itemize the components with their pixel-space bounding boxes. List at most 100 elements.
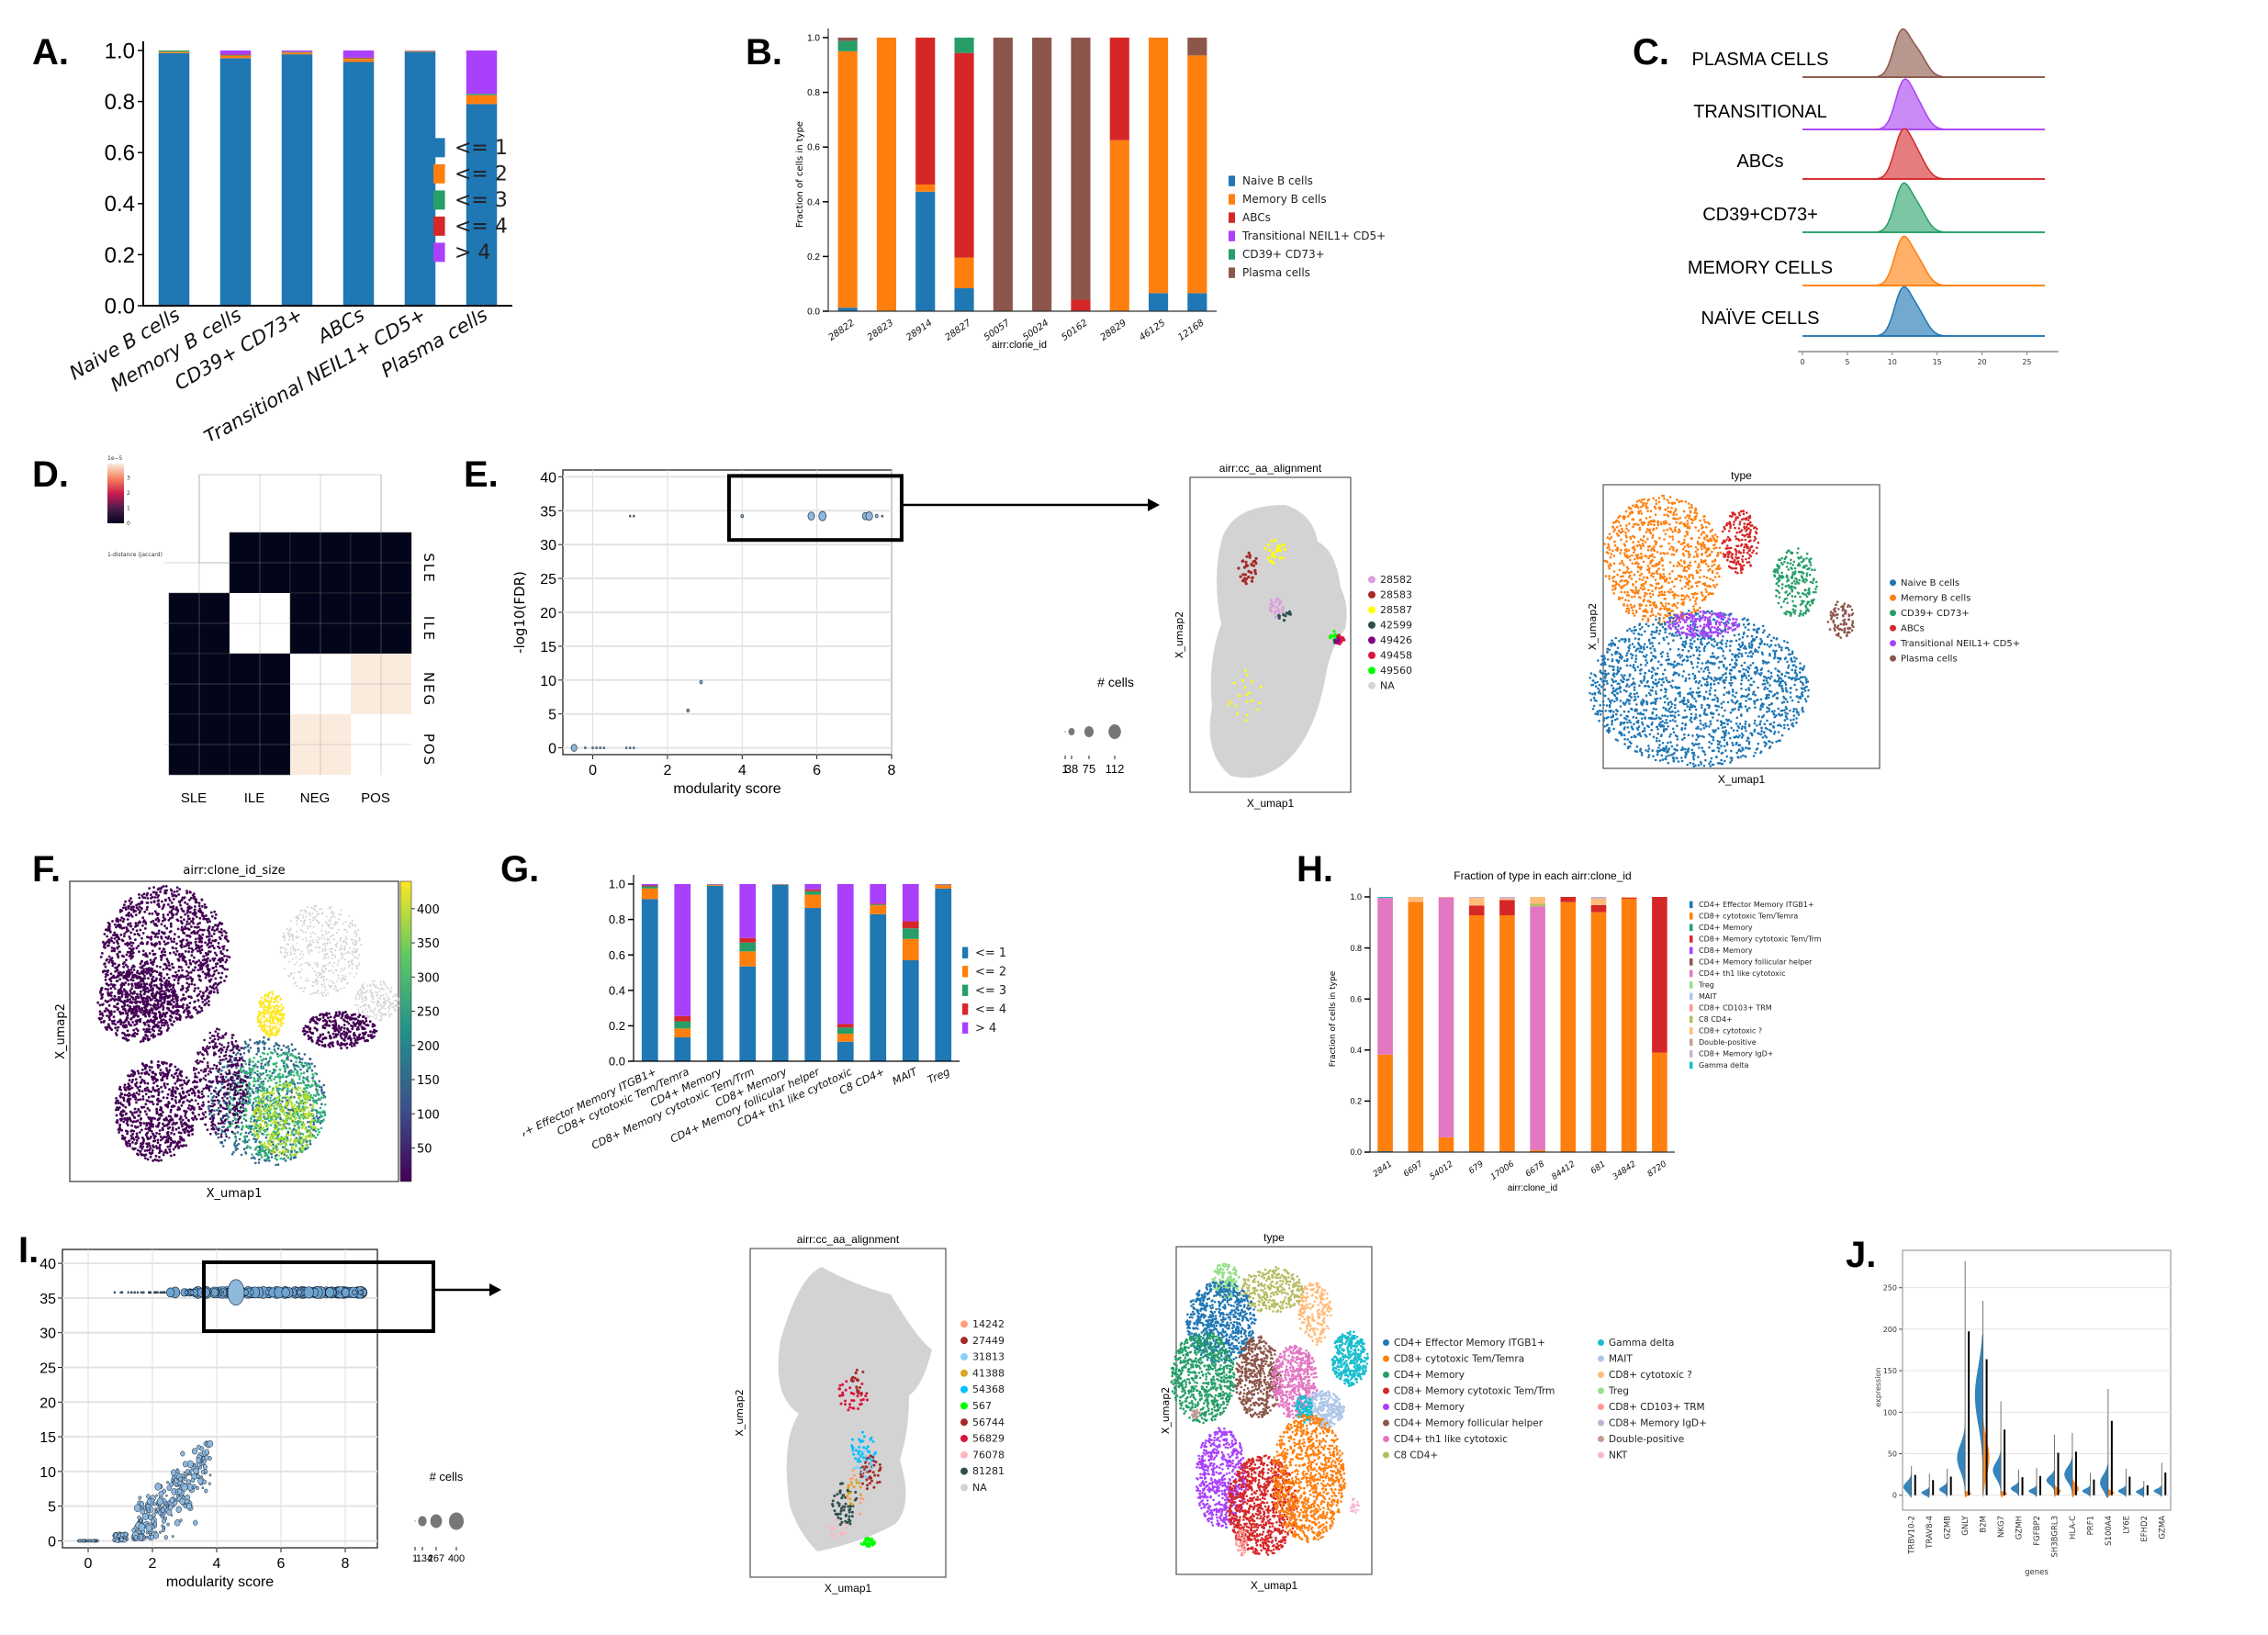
umap-point (1652, 623, 1655, 626)
umap-point (1710, 655, 1712, 658)
umap-point (1798, 564, 1802, 567)
umap-point (1279, 549, 1283, 553)
umap-point (1791, 677, 1794, 679)
umap-point (1618, 640, 1621, 643)
umap-point (342, 957, 344, 960)
umap-point (1712, 716, 1714, 719)
y-tick-label: 0.2 (807, 252, 820, 263)
umap-point (1677, 594, 1680, 598)
umap-point (356, 957, 359, 959)
umap-point (1660, 655, 1664, 658)
umap-point (1731, 653, 1734, 655)
umap-point (1696, 609, 1700, 611)
umap-point (1784, 675, 1787, 678)
umap-point (159, 890, 162, 893)
umap-point (376, 991, 378, 994)
umap-point (1614, 652, 1617, 655)
umap-point (1623, 590, 1626, 594)
umap-point (1631, 609, 1634, 612)
umap-point (208, 935, 210, 938)
umap-point (1727, 613, 1730, 617)
umap-point (1632, 612, 1634, 615)
umap-point (1627, 649, 1631, 653)
legend-label: Naive B cells (1242, 174, 1313, 187)
umap-point (1803, 580, 1806, 584)
umap-point (1720, 660, 1723, 664)
umap-point (1718, 762, 1722, 765)
umap-point (1776, 680, 1779, 683)
umap-point (1742, 754, 1745, 757)
umap-point (1777, 731, 1780, 734)
umap-point (1763, 629, 1766, 632)
umap-point (1653, 505, 1656, 509)
umap-point (1623, 554, 1627, 557)
umap-point (1675, 671, 1679, 675)
umap-point (1712, 538, 1716, 542)
umap-point (1794, 666, 1798, 668)
legend-label: > 4 (455, 241, 490, 264)
umap-point (1663, 628, 1667, 631)
umap-point (1728, 537, 1732, 541)
umap-point (1651, 686, 1655, 689)
umap-point (1752, 526, 1756, 530)
umap-point (306, 946, 309, 948)
umap-point (357, 929, 360, 932)
umap-point (1670, 714, 1673, 717)
umap-point (1697, 629, 1700, 633)
data-point (633, 514, 635, 518)
umap-point (1627, 594, 1631, 597)
umap-point (1649, 693, 1652, 697)
umap-point (1847, 614, 1851, 618)
umap-point (1806, 600, 1809, 604)
umap-point (1744, 626, 1747, 629)
umap-point (1745, 557, 1747, 561)
umap-point (1738, 702, 1741, 706)
umap-point (1703, 637, 1706, 640)
umap-point (1627, 599, 1630, 602)
umap-point (1792, 586, 1795, 588)
umap-point (1641, 722, 1645, 726)
umap-point (214, 916, 217, 920)
umap-point (365, 1008, 367, 1011)
umap-point (1657, 660, 1660, 663)
umap-point (1812, 599, 1814, 602)
umap-point (360, 991, 363, 994)
umap-point (305, 936, 308, 939)
umap-point (1737, 726, 1741, 729)
umap-point (1615, 697, 1618, 700)
umap-point (1704, 758, 1707, 762)
umap-point (313, 991, 316, 994)
umap-point (1652, 603, 1656, 607)
umap-point (1696, 725, 1700, 729)
umap-point (1618, 568, 1622, 572)
umap-point (395, 1000, 398, 1002)
umap-point (1245, 564, 1249, 567)
umap-point (289, 920, 292, 922)
umap-background (1209, 505, 1347, 778)
umap-point (355, 942, 358, 945)
umap-point (1695, 569, 1698, 573)
umap-point (1643, 709, 1645, 711)
umap-point (291, 945, 294, 947)
umap-point (1785, 590, 1788, 593)
umap-point (1805, 552, 1809, 555)
umap-point (1608, 705, 1611, 709)
umap-point (1765, 679, 1768, 683)
umap-point (1721, 643, 1723, 645)
umap-point (1653, 668, 1656, 671)
umap-point (298, 987, 301, 990)
umap-point (1608, 537, 1611, 541)
umap-point (1603, 717, 1606, 720)
umap-point (1245, 693, 1249, 696)
umap-point (1751, 662, 1755, 665)
umap-point (1651, 680, 1655, 684)
umap-point (213, 910, 217, 913)
umap-point (1745, 525, 1748, 529)
umap-point (1277, 610, 1281, 613)
umap-point (1780, 562, 1783, 565)
umap-point (325, 915, 328, 918)
umap-point (1701, 703, 1703, 707)
umap-point (1613, 718, 1617, 722)
umap-point (1808, 560, 1811, 563)
umap-point (1708, 745, 1711, 749)
